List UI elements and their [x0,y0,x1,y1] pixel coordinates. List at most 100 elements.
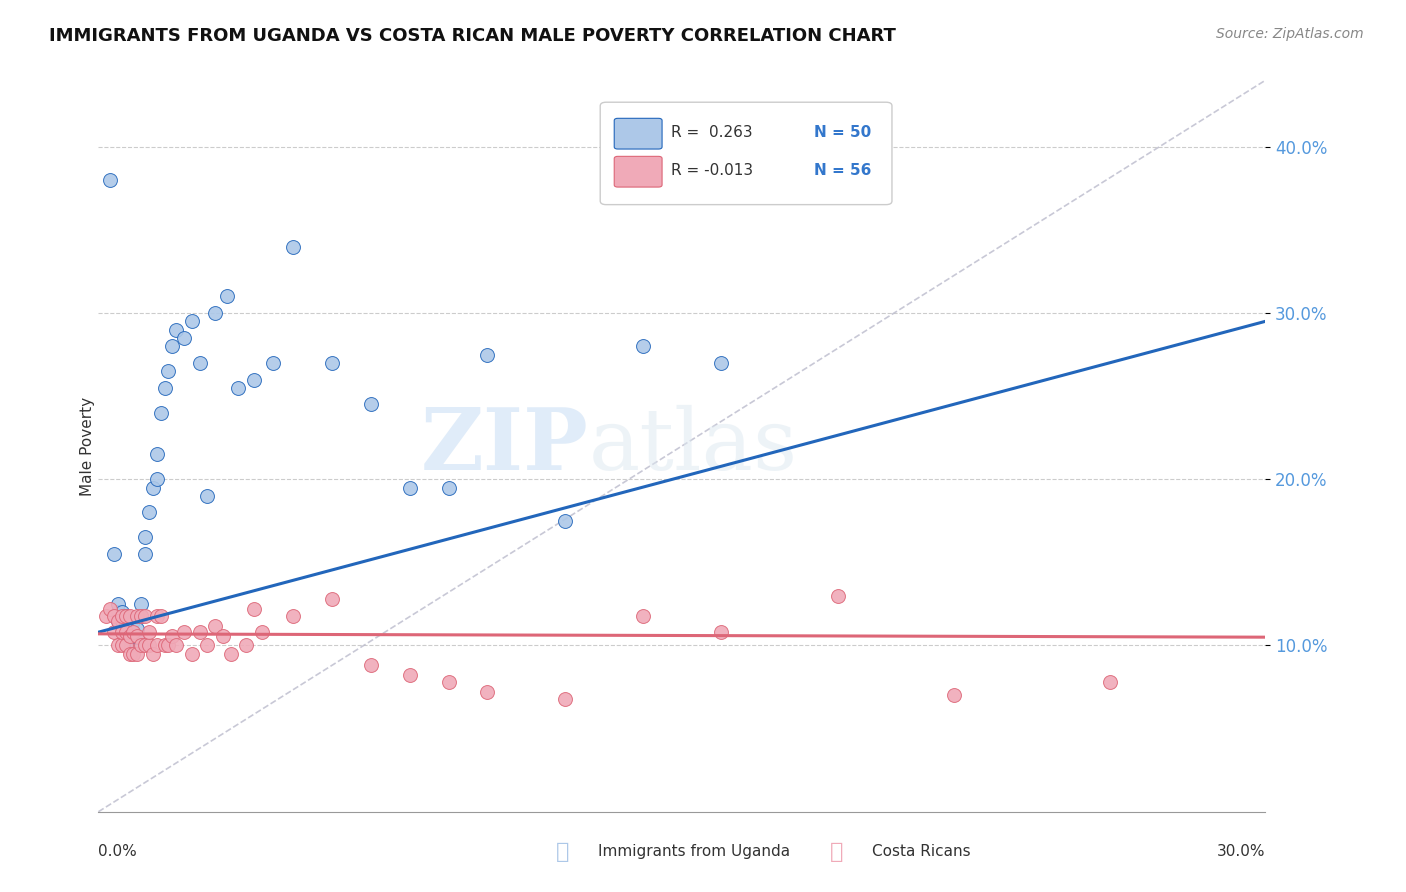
Point [103,547,125,561]
Text: atlas: atlas [589,404,797,488]
Point [107,597,129,611]
Point [122,635,145,649]
Point [437,675,460,690]
Point [122,614,145,628]
Text: Source: ZipAtlas.com: Source: ZipAtlas.com [1216,27,1364,41]
Point [477,347,499,362]
Point [111,605,134,619]
Point [146,447,169,461]
Point [107,639,129,653]
Point [188,356,211,370]
Point [165,639,187,653]
Point [114,625,136,640]
Point [122,625,145,640]
Point [437,481,460,495]
Text: 30.0%: 30.0% [1218,845,1265,859]
Point [281,608,304,623]
Point [262,356,284,370]
Point [173,625,195,640]
Point [114,616,136,631]
Point [107,614,129,628]
Point [129,608,152,623]
Point [827,589,849,603]
Point [134,530,156,544]
Point [710,356,733,370]
Point [398,668,420,682]
Point [204,306,226,320]
Point [142,481,165,495]
Point [149,608,172,623]
Point [165,323,187,337]
Point [157,639,180,653]
Point [360,658,382,673]
Point [114,639,136,653]
Point [360,397,382,411]
Point [129,608,152,623]
Point [122,625,145,640]
Text: 0.0%: 0.0% [98,845,138,859]
Point [235,639,257,653]
Point [180,314,202,328]
Text: ⬛: ⬛ [830,842,844,862]
Point [134,547,156,561]
Text: ⬛: ⬛ [555,842,569,862]
Point [321,356,343,370]
Point [149,406,172,420]
Point [281,239,304,253]
Point [212,628,235,642]
Point [219,647,242,661]
Point [118,608,141,623]
Point [162,339,184,353]
Point [114,625,136,640]
Point [103,625,125,640]
Point [243,602,266,616]
Point [173,331,195,345]
Point [153,381,176,395]
Point [114,608,136,623]
Text: ZIP: ZIP [420,404,589,488]
Point [127,608,149,623]
Text: IMMIGRANTS FROM UGANDA VS COSTA RICAN MALE POVERTY CORRELATION CHART: IMMIGRANTS FROM UGANDA VS COSTA RICAN MA… [49,27,896,45]
Point [122,647,145,661]
Point [98,602,121,616]
Text: Immigrants from Uganda: Immigrants from Uganda [598,845,790,859]
Point [1098,675,1121,690]
Point [631,339,654,353]
Text: R =  0.263: R = 0.263 [672,126,754,140]
Point [153,639,176,653]
Point [146,608,169,623]
Point [554,514,576,528]
Text: Costa Ricans: Costa Ricans [872,845,970,859]
Point [134,639,156,653]
Point [162,628,184,642]
Point [127,639,149,653]
Point [477,685,499,699]
Point [114,608,136,623]
Point [228,381,250,395]
Point [111,622,134,636]
Point [710,625,733,640]
Point [943,689,966,703]
FancyBboxPatch shape [614,119,662,149]
Point [127,628,149,642]
Point [103,608,125,623]
Point [111,608,134,623]
Point [554,691,576,706]
Text: R = -0.013: R = -0.013 [672,163,754,178]
Point [129,639,152,653]
Point [107,614,129,628]
Point [631,608,654,623]
Point [180,647,202,661]
Point [142,647,165,661]
Point [118,628,141,642]
Point [107,605,129,619]
Point [204,618,226,632]
Point [96,608,118,623]
Point [188,625,211,640]
FancyBboxPatch shape [600,103,891,204]
Point [111,639,134,653]
Text: N = 50: N = 50 [814,126,872,140]
Point [111,625,134,640]
Point [138,639,160,653]
Point [111,614,134,628]
